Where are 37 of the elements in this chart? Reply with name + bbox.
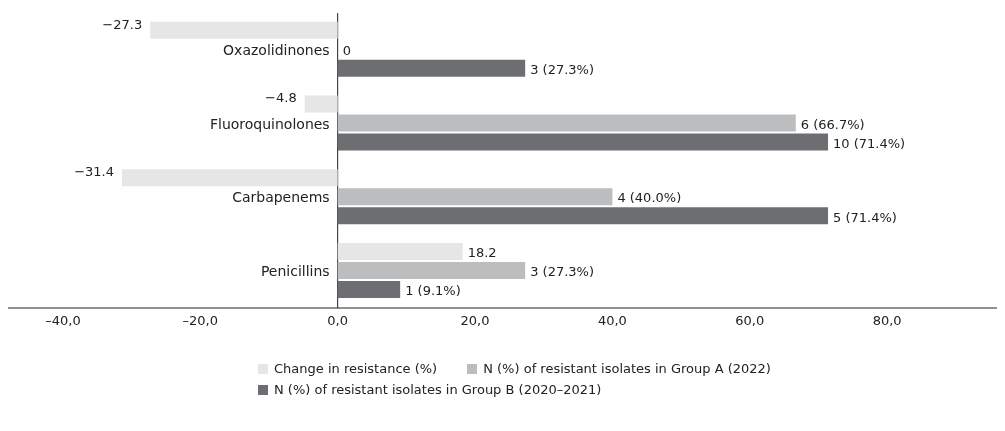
bar [304,95,338,113]
bar [337,281,401,299]
bar [337,114,796,132]
x-tick-label: 20,0 [460,313,490,329]
y-tick-label: Oxazolidinones [223,41,330,58]
bar [337,243,463,261]
legend-label: Change in resistance (%) [274,361,438,376]
bar [122,169,338,187]
y-tick-label: Carbapenems [232,189,330,206]
data-label: 18.2 [467,244,497,260]
x-tick-label: 80,0 [872,313,902,329]
bar [150,21,338,39]
data-label: 0 [342,42,351,58]
data-label: 10 (71.4%) [833,135,906,151]
data-label: −4.8 [265,90,297,106]
data-label: 1 (9.1%) [405,283,461,299]
data-label: 3 (27.3%) [530,62,595,78]
x-tick-label: 60,0 [735,313,765,329]
y-tick-label: Fluoroquinolones [209,115,330,132]
data-label: −31.4 [74,164,115,180]
x-tick-label: 0,0 [327,313,349,329]
data-label: 6 (66.7%) [800,116,865,132]
bar [337,59,526,77]
bar [337,133,829,151]
data-label: −27.3 [102,16,143,32]
data-label: 3 (27.3%) [530,264,595,280]
x-tick-label: 40,0 [597,313,627,329]
x-tick-label: –40,0 [45,313,81,329]
bar [337,188,613,206]
legend-label: N (%) of resistant isolates in Group B (2020–2021) [274,382,602,397]
bar [337,207,829,225]
x-tick-label: –20,0 [182,313,219,329]
bar [337,262,526,280]
y-tick-label: Penicillins [260,263,330,280]
data-label: 4 (40.0%) [617,190,682,206]
legend-label: N (%) of resistant isolates in Group A (2022) [483,361,771,376]
data-label: 5 (71.4%) [833,209,897,225]
